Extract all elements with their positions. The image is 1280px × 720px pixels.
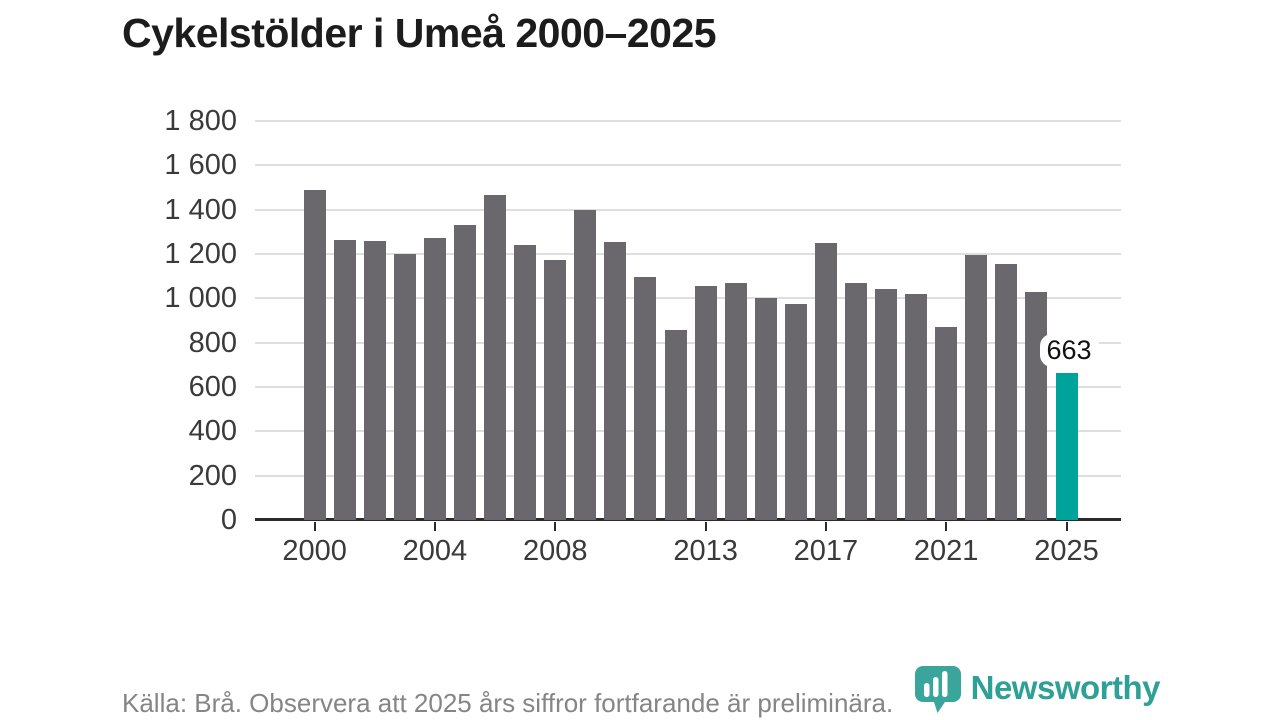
- bar-2020: [905, 293, 928, 520]
- bar-2009: [574, 209, 597, 520]
- bar-2021: [935, 327, 958, 520]
- gridline: [255, 430, 1121, 433]
- chart-title: Cykelstölder i Umeå 2000–2025: [122, 10, 717, 56]
- bar-2024: [1025, 291, 1048, 520]
- bar-2006: [484, 195, 507, 520]
- x-axis-tick: [433, 522, 436, 531]
- x-axis-label: 2021: [913, 535, 979, 567]
- bar-2004: [423, 238, 446, 520]
- bar-2002: [363, 240, 386, 520]
- bar-2011: [634, 277, 657, 520]
- bar-2010: [604, 241, 627, 520]
- gridline: [255, 208, 1121, 211]
- gridline: [255, 386, 1121, 388]
- bar-2005: [453, 225, 476, 520]
- y-axis-label: 200: [188, 459, 237, 492]
- x-axis-label: 2013: [673, 535, 738, 567]
- bar-2008: [544, 259, 567, 520]
- bar-2000: [303, 189, 326, 520]
- bar-2017: [814, 242, 837, 520]
- y-axis-label: 1 600: [164, 149, 237, 182]
- x-axis-label: 2000: [282, 535, 347, 567]
- x-axis-tick: [704, 522, 707, 531]
- newsworthy-logo: Newsworthy: [912, 662, 1161, 714]
- x-axis-label: 2008: [522, 535, 588, 567]
- gridline: [255, 341, 1121, 344]
- bar-2022: [965, 255, 988, 520]
- y-axis-label: 600: [188, 371, 237, 403]
- bar-2019: [875, 289, 898, 520]
- bar-2003: [393, 254, 416, 520]
- value-label-2025: 663: [1039, 334, 1099, 368]
- y-axis-label: 1 800: [164, 105, 237, 137]
- x-axis-tick: [554, 522, 557, 531]
- x-axis-tick: [1065, 522, 1068, 531]
- y-axis-label: 800: [188, 326, 237, 359]
- bar-2016: [784, 303, 807, 520]
- source-note: Källa: Brå. Observera att 2025 års siffr…: [122, 688, 894, 718]
- bar-2015: [754, 298, 777, 520]
- bar-2007: [514, 245, 537, 520]
- y-axis-label: 400: [188, 415, 237, 448]
- x-axis-label: 2004: [402, 535, 468, 567]
- gridline: [255, 120, 1121, 122]
- y-axis-label: 1 000: [164, 282, 237, 315]
- x-axis-tick: [313, 522, 316, 531]
- bar-2025: [1055, 373, 1078, 520]
- newsworthy-logo-icon: [914, 666, 961, 713]
- x-axis-tick: [945, 522, 948, 531]
- plot-area: 663 2000 2004 2008 2013 2017 2021 2025: [255, 120, 1121, 567]
- x-axis-tick: [824, 522, 827, 531]
- y-axis-label: 1 200: [164, 238, 237, 270]
- bar-2018: [844, 282, 867, 520]
- x-axis-label: 2025: [1034, 535, 1099, 567]
- bar-2013: [694, 286, 717, 520]
- x-axis-line: [255, 518, 1121, 521]
- y-axis-label: 0: [220, 504, 237, 536]
- bar-2023: [995, 263, 1018, 520]
- bar-2012: [664, 330, 687, 520]
- x-axis-label: 2017: [793, 535, 859, 567]
- y-axis-label: 1 400: [164, 193, 237, 226]
- gridline: [255, 164, 1121, 167]
- bar-2014: [724, 282, 747, 520]
- gridline: [255, 297, 1121, 300]
- gridline: [255, 474, 1121, 477]
- newsworthy-wordmark: Newsworthy: [970, 669, 1161, 706]
- gridline: [255, 253, 1121, 255]
- bar-2001: [333, 239, 356, 520]
